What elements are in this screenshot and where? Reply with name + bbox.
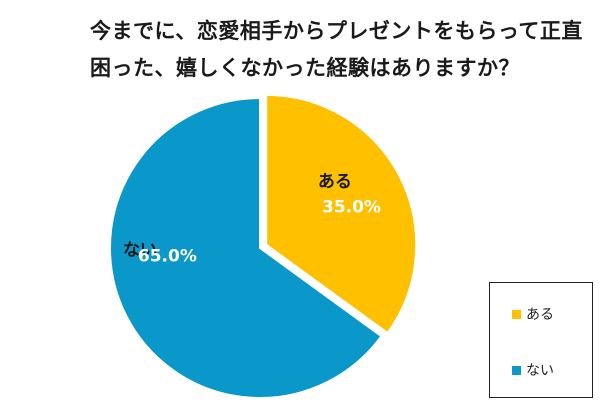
slice-value-nai: 65.0% — [138, 246, 197, 266]
slice-value-aru: 35.0% — [322, 198, 381, 218]
slice-label-aru: ある — [318, 172, 352, 192]
legend-item-aru: ある — [512, 304, 554, 324]
legend-swatch-aru — [512, 309, 521, 319]
chart-legend: ある ない — [489, 282, 593, 398]
slice-label-nai: ない — [123, 241, 157, 261]
legend-swatch-nai — [512, 365, 521, 375]
pie-slice-aru — [265, 93, 418, 335]
legend-label-nai: ない — [526, 363, 554, 379]
chart-title-line-2: 困った、嬉しくなかった経験はありますか？ — [90, 56, 520, 80]
chart-title-line-1: 今までに、恋愛相手からプレゼントをもらって正直 — [90, 19, 583, 43]
legend-label-aru: ある — [526, 307, 554, 323]
legend-item-nai: ない — [512, 360, 554, 380]
pie-slice-nai — [109, 96, 383, 399]
